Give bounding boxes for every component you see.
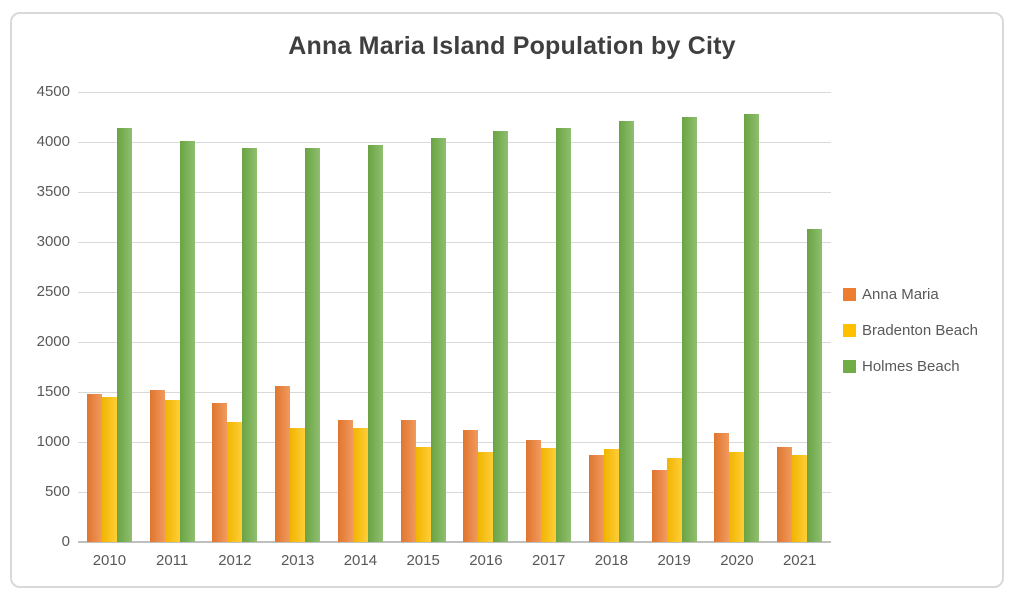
bar-holmes-beach-2017 <box>556 128 572 542</box>
bar-holmes-beach-2011 <box>179 141 195 542</box>
bar-holmes-beach-2015 <box>430 138 446 542</box>
bar-holmes-beach-2010 <box>116 128 132 542</box>
x-tick-label: 2017 <box>531 552 566 569</box>
legend-label: Holmes Beach <box>862 358 960 375</box>
legend-swatch-icon <box>843 324 856 337</box>
bar-bradenton-beach-2017 <box>541 448 557 542</box>
x-tick-label: 2021 <box>782 552 817 569</box>
bar-group-2013 <box>266 92 329 542</box>
bar-holmes-beach-2014 <box>367 145 383 542</box>
y-tick-label: 2000 <box>36 333 70 350</box>
bar-bradenton-beach-2018 <box>603 449 619 542</box>
y-tick-label: 3500 <box>36 183 70 200</box>
x-tick-label: 2010 <box>92 552 127 569</box>
gridline <box>78 442 831 443</box>
gridline <box>78 292 831 293</box>
bar-anna-maria-2019 <box>651 470 667 542</box>
chart-title: Anna Maria Island Population by City <box>288 32 736 60</box>
bar-group-2021 <box>768 92 831 542</box>
x-tick-label: 2016 <box>469 552 503 569</box>
legend-label: Anna Maria <box>862 286 939 303</box>
bar-holmes-beach-2020 <box>744 114 760 542</box>
gridline <box>78 192 831 193</box>
bar-bradenton-beach-2021 <box>792 455 808 542</box>
bar-anna-maria-2014 <box>337 420 353 542</box>
y-tick-label: 1000 <box>36 433 70 450</box>
gridline <box>78 492 831 493</box>
bar-anna-maria-2010 <box>86 394 102 542</box>
legend-item-bradenton-beach: Bradenton Beach <box>843 322 978 339</box>
legend-item-anna-maria: Anna Maria <box>843 286 978 303</box>
bar-holmes-beach-2012 <box>242 148 258 542</box>
bar-bradenton-beach-2013 <box>290 428 306 542</box>
y-tick-label: 0 <box>61 533 70 550</box>
bar-group-2019 <box>643 92 706 542</box>
bar-bradenton-beach-2010 <box>101 397 117 542</box>
legend-label: Bradenton Beach <box>862 322 978 339</box>
x-tick-label: 2018 <box>594 552 629 569</box>
bar-bradenton-beach-2016 <box>478 452 494 542</box>
bar-holmes-beach-2013 <box>305 148 321 542</box>
bar-group-2017 <box>517 92 580 542</box>
y-tick-label: 4500 <box>36 83 70 100</box>
x-tick-label: 2019 <box>657 552 691 569</box>
legend-swatch-icon <box>843 288 856 301</box>
y-tick-label: 3000 <box>36 233 70 250</box>
bar-bradenton-beach-2011 <box>164 400 180 542</box>
bar-anna-maria-2015 <box>400 420 416 542</box>
plot-area <box>78 92 831 543</box>
bar-anna-maria-2018 <box>588 455 604 542</box>
y-tick-label: 500 <box>44 483 70 500</box>
gridline <box>78 142 831 143</box>
gridline <box>78 342 831 343</box>
bar-anna-maria-2012 <box>212 403 228 542</box>
bar-bradenton-beach-2015 <box>415 447 431 542</box>
bar-group-2020 <box>706 92 769 542</box>
bar-bradenton-beach-2019 <box>666 458 682 542</box>
legend: Anna Maria Bradenton Beach Holmes Beach <box>843 286 978 394</box>
legend-swatch-icon <box>843 360 856 373</box>
x-tick-label: 2014 <box>343 552 378 569</box>
gridline <box>78 92 831 93</box>
gridline <box>78 392 831 393</box>
bar-group-2010 <box>78 92 141 542</box>
gridline <box>78 242 831 243</box>
y-tick-label: 4000 <box>36 133 70 150</box>
bar-holmes-beach-2021 <box>807 229 823 542</box>
bar-group-2018 <box>580 92 643 542</box>
bar-group-2011 <box>141 92 204 542</box>
bar-bradenton-beach-2012 <box>227 422 243 542</box>
legend-item-holmes-beach: Holmes Beach <box>843 358 978 375</box>
bar-anna-maria-2017 <box>526 440 542 542</box>
y-tick-label: 1500 <box>36 383 70 400</box>
x-tick-label: 2013 <box>280 552 315 569</box>
x-tick-label: 2015 <box>406 552 440 569</box>
bar-anna-maria-2013 <box>275 386 291 542</box>
bar-group-2016 <box>455 92 518 542</box>
bar-anna-maria-2021 <box>777 447 793 542</box>
bar-holmes-beach-2019 <box>681 117 697 542</box>
x-axis-line <box>78 541 831 543</box>
bar-holmes-beach-2016 <box>493 131 509 542</box>
bar-bradenton-beach-2020 <box>729 452 745 542</box>
bar-bradenton-beach-2014 <box>352 428 368 542</box>
bar-group-2015 <box>392 92 455 542</box>
bar-holmes-beach-2018 <box>618 121 634 542</box>
bar-group-2014 <box>329 92 392 542</box>
x-tick-label: 2011 <box>155 552 189 569</box>
x-tick-label: 2012 <box>218 552 252 569</box>
y-tick-label: 2500 <box>36 283 70 300</box>
bar-group-2012 <box>204 92 267 542</box>
x-tick-label: 2020 <box>720 552 754 569</box>
bar-anna-maria-2011 <box>149 390 165 542</box>
bar-anna-maria-2016 <box>463 430 479 542</box>
bar-anna-maria-2020 <box>714 433 730 542</box>
